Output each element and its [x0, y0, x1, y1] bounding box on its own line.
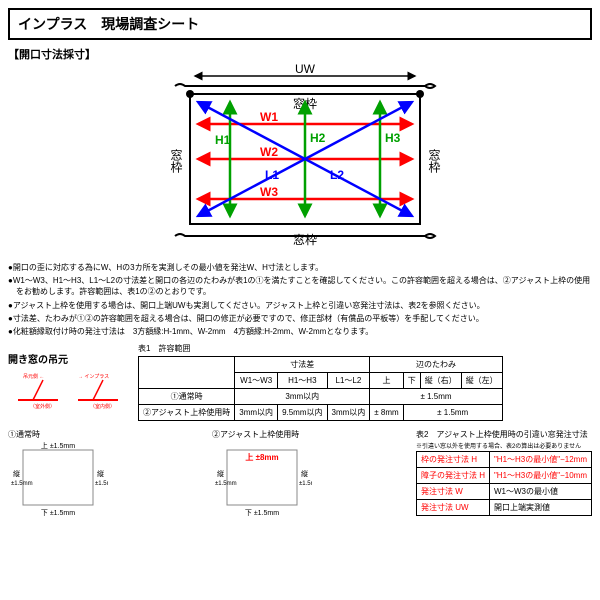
svg-text:縦: 縦 — [13, 469, 21, 478]
note-item: ●アジャスト上枠を使用する場合は、開口上端UWも実測してください。アジャスト上枠… — [8, 300, 592, 311]
svg-text:H2: H2 — [310, 131, 326, 145]
order-dimension-table: 枠の発注寸法 H"H1〜H3の最小値"−12mm 障子の発注寸法 H"H1〜H3… — [416, 451, 592, 516]
svg-text:H1: H1 — [215, 133, 231, 147]
svg-text:吊元側 ←: 吊元側 ← — [23, 373, 44, 380]
svg-text:→ インプラス: → インプラス — [78, 374, 109, 380]
table-header: 寸法差 — [235, 357, 370, 373]
note-item: ●W1〜W3、H1〜H3、L1〜L2の寸法差と開口の各辺のたわみが表1の①を満た… — [8, 275, 592, 297]
svg-text:（室外側）: （室外側） — [30, 403, 55, 410]
svg-text:UW: UW — [295, 64, 316, 76]
svg-text:上 ±1.5mm: 上 ±1.5mm — [41, 441, 75, 450]
note-item: ●化粧額縁取付け時の発注寸法は 3方額縁:H-1mm、W-2mm 4方額縁:H-… — [8, 326, 592, 337]
svg-text:±1.5mm: ±1.5mm — [95, 481, 108, 487]
hinge-section: 開き窓の吊元 吊元側 ← → インプラス （室外側） （室内側） — [8, 351, 128, 412]
svg-text:上 ±8mm: 上 ±8mm — [245, 452, 278, 462]
notes-list: ●開口の歪に対応する為にW、Hの3カ所を実測しその最小値を発注W、H寸法とします… — [8, 262, 592, 337]
table2-section: 表2 アジャスト上枠使用時の引違い窓発注寸法 ※引違い窓以外を使用する場合、表2… — [416, 429, 592, 520]
svg-text:W3: W3 — [260, 185, 278, 199]
svg-text:（室内側）: （室内側） — [90, 403, 115, 410]
page-title: インプラス 現場調査シート — [8, 8, 592, 40]
svg-text:縦: 縦 — [300, 469, 308, 478]
svg-text:±1.5mm: ±1.5mm — [11, 481, 33, 487]
svg-text:下 ±1.5mm: 下 ±1.5mm — [41, 509, 75, 517]
svg-text:W1: W1 — [260, 110, 278, 124]
svg-text:縦: 縦 — [216, 469, 224, 478]
svg-text:±1.5mm: ±1.5mm — [215, 481, 237, 487]
section-label: 【開口寸法採寸】 — [8, 46, 592, 62]
note-item: ●寸法差、たわみが①②の許容範囲を超える場合は、開口の修正が必要ですので、修正部… — [8, 313, 592, 324]
tolerance-table: 寸法差 辺のたわみ W1〜W3H1〜H3L1〜L2 上下縦（右）縦（左） ①通常… — [138, 356, 503, 421]
svg-text:H3: H3 — [385, 131, 401, 145]
normal-diagram: ①通常時 上 ±1.5mm 下 ±1.5mm 縦 ±1.5mm 縦 ±1.5mm — [8, 429, 108, 520]
svg-text:窓枠: 窓枠 — [293, 232, 317, 247]
svg-text:下 ±1.5mm: 下 ±1.5mm — [245, 509, 279, 517]
opening-diagram: UW 窓枠 窓枠 窓枠 窓枠 W1 W2 W3 H1 H2 H3 L1 L2 — [8, 64, 592, 256]
table1-caption: 表1 許容範囲 — [138, 343, 592, 354]
hinge-title: 開き窓の吊元 — [8, 351, 128, 366]
table-header: 辺のたわみ — [370, 357, 502, 373]
svg-text:窓枠: 窓枠 — [427, 148, 441, 173]
svg-text:L2: L2 — [330, 168, 344, 182]
adjust-diagram: ②アジャスト上枠使用時 上 ±8mm 下 ±1.5mm 縦 ±1.5mm 縦 ±… — [212, 429, 312, 520]
svg-text:窓枠: 窓枠 — [169, 148, 183, 173]
note-item: ●開口の歪に対応する為にW、Hの3カ所を実測しその最小値を発注W、H寸法とします… — [8, 262, 592, 273]
svg-text:縦: 縦 — [97, 469, 105, 478]
svg-text:L1: L1 — [265, 168, 279, 182]
svg-text:±1.5mm: ±1.5mm — [299, 481, 312, 487]
svg-text:W2: W2 — [260, 145, 278, 159]
